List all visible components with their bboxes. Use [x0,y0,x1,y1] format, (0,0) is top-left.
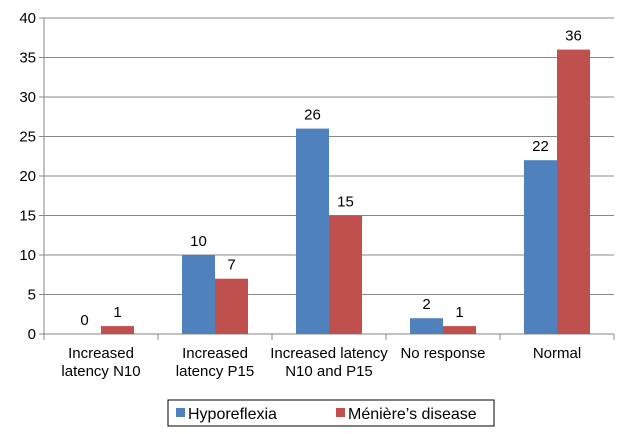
legend-swatch [336,408,345,417]
x-category-label: No response [400,345,485,362]
data-label: 15 [337,194,354,211]
data-label: 1 [455,304,463,321]
x-category-label: N10 and P15 [285,363,373,380]
legend-label: Ménière’s disease [348,406,477,423]
legend: Hyporeflexia Ménière’s disease [167,399,495,427]
legend-box [167,399,495,427]
x-category-label: Increased [68,345,134,362]
data-label: 2 [422,296,430,313]
data-label: 1 [113,304,121,321]
y-tick-label: 30 [19,89,36,106]
data-label: 22 [532,138,549,155]
data-label: 7 [227,257,235,274]
x-category-label: Normal [533,345,581,362]
y-tick-label: 15 [19,208,36,225]
bar-hyporeflexia-2 [296,128,329,334]
data-label: 0 [80,312,88,329]
x-category-label: latency P15 [176,363,254,380]
y-tick-label: 0 [28,326,36,343]
x-category-label: latency N10 [61,363,140,380]
bars [101,49,590,334]
bar-menieres-3 [443,326,476,334]
y-tick-label: 35 [19,50,36,67]
y-tick-label: 20 [19,168,36,185]
x-category-label: Increased latency [270,345,388,362]
bar-hyporeflexia-4 [524,160,557,334]
y-tick-label: 25 [19,129,36,146]
bar-menieres-2 [329,215,362,334]
data-label: 36 [565,28,582,45]
y-tick-label: 10 [19,247,36,264]
y-tick-label: 40 [19,10,36,27]
bar-hyporeflexia-3 [410,318,443,334]
x-category-label: Increased [182,345,248,362]
data-label: 10 [190,233,207,250]
bar-hyporeflexia-1 [182,255,215,334]
bar-menieres-4 [557,49,590,334]
data-label: 26 [304,107,321,124]
legend-swatch [176,408,185,417]
y-tick-label: 5 [28,287,36,304]
legend-label: Hyporeflexia [188,406,277,423]
bar-menieres-0 [101,326,134,334]
bar-menieres-1 [215,278,248,334]
